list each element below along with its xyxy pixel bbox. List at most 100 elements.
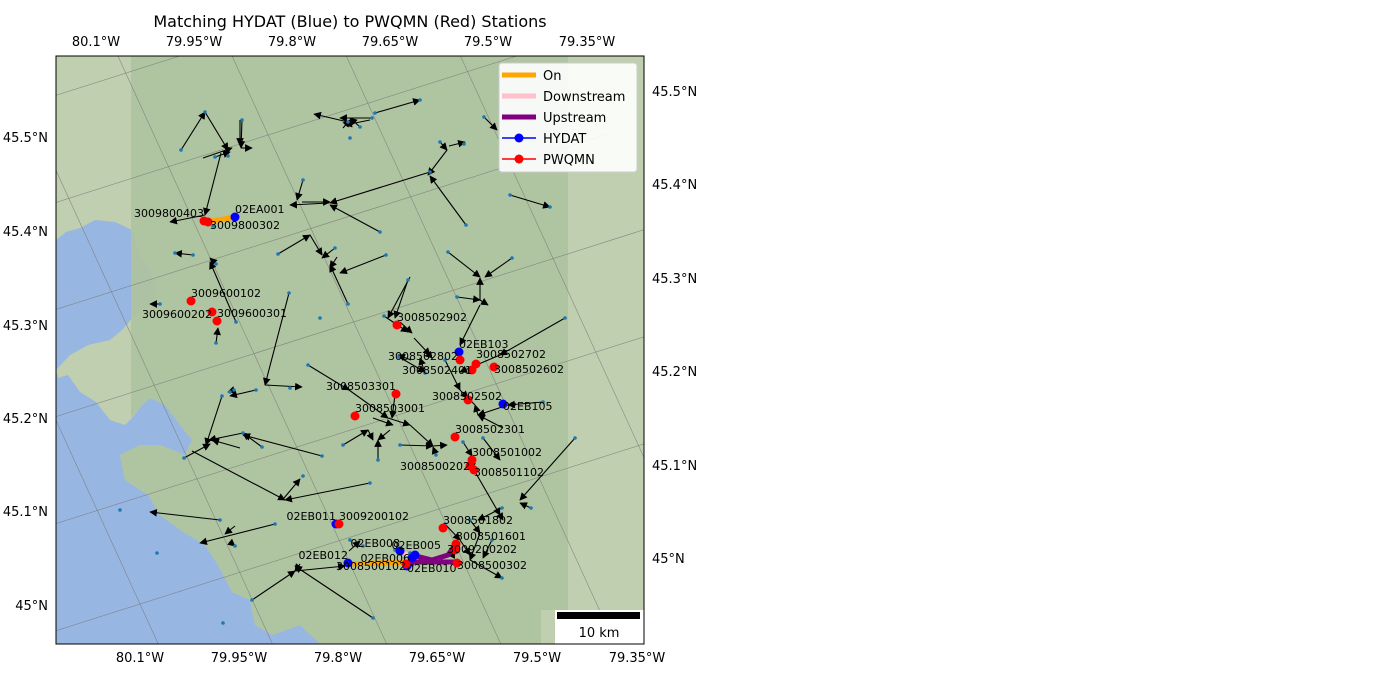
- pwqmn-station-label: 3008501002: [472, 446, 542, 459]
- hydat-station-label: 02EB103: [459, 338, 509, 351]
- flow-edge: [484, 257, 513, 278]
- pwqmn-station-label: 3008502902: [397, 311, 467, 324]
- flow-edge: [263, 292, 290, 386]
- network-node: [220, 394, 224, 398]
- network-node: [563, 316, 567, 320]
- network-node: [461, 440, 465, 444]
- lake: [56, 262, 70, 292]
- hydat-station-marker: [343, 558, 353, 568]
- pwqmn-station-marker: [212, 316, 222, 326]
- network-node: [376, 458, 380, 462]
- bottom-longitude-tick: 79.35°W: [609, 651, 666, 666]
- network-node: [214, 341, 218, 345]
- basin-area: [120, 56, 568, 644]
- left-latitude-tick: 45°N: [15, 599, 48, 614]
- flow-edge: [444, 359, 461, 391]
- flow-edge: [183, 443, 211, 459]
- top-longitude-tick: 79.95°W: [166, 35, 223, 50]
- pwqmn-station-label: 3008502502: [432, 390, 502, 403]
- flow-edge: [507, 400, 544, 409]
- network-node: [232, 388, 236, 392]
- pwqmn-station-label: 3008501102: [474, 466, 544, 479]
- right-latitude-tick: 45.4°N: [652, 178, 697, 193]
- flow-edge: [496, 512, 504, 521]
- legend-label: Downstream: [543, 90, 625, 105]
- network-node: [573, 436, 577, 440]
- parallel-line: [56, 336, 644, 524]
- flow-edge: [482, 437, 501, 461]
- top-longitude-tick: 79.65°W: [362, 35, 419, 50]
- flow-edge: [462, 441, 473, 457]
- flow-edge: [264, 382, 303, 391]
- network-node: [406, 278, 410, 282]
- meridian-line: [56, 169, 273, 644]
- pwqmn-station-marker: [203, 217, 213, 227]
- flow-edge: [432, 441, 448, 450]
- pwqmn-station-marker: [350, 411, 360, 421]
- network-node: [481, 436, 485, 440]
- network-node: [397, 355, 401, 359]
- right-latitude-tick: 45.3°N: [652, 272, 697, 287]
- flow-edge: [202, 146, 233, 159]
- network-node: [318, 316, 322, 320]
- flow-edge: [191, 450, 286, 501]
- pwqmn-station-label: 3008503301: [326, 380, 396, 393]
- flow-edge: [374, 98, 421, 114]
- network-node: [455, 295, 459, 299]
- pwqmn-station-label: 3008502802: [388, 350, 458, 363]
- network-node: [548, 205, 552, 209]
- network-node: [260, 445, 264, 449]
- left-latitude-tick: 45.3°N: [3, 319, 48, 334]
- flow-edge: [519, 437, 576, 501]
- legend-box: [498, 62, 638, 173]
- parallel-line: [56, 229, 644, 417]
- hydat-station-label: 02EB012: [299, 549, 349, 562]
- pwqmn-station-label: 3008500302: [457, 559, 527, 572]
- parallel-line: [56, 56, 518, 203]
- pwqmn-station-label: 3009600301: [217, 307, 287, 320]
- pwqmn-station-marker: [438, 523, 448, 533]
- pwqmn-station-label: 3008502401: [402, 364, 472, 377]
- network-node: [398, 443, 402, 447]
- hydat-station-marker: [395, 546, 405, 556]
- top-longitude-tick: 79.35°W: [559, 35, 616, 50]
- flow-edge: [180, 111, 206, 151]
- hydat-station-label: 02EB010: [407, 562, 457, 575]
- flow-edge: [459, 304, 481, 346]
- network-node: [438, 140, 442, 144]
- pwqmn-station-label: 3009600102: [191, 287, 261, 300]
- network-node: [541, 400, 545, 404]
- network-nodes: [118, 98, 577, 625]
- legend-label: Upstream: [543, 111, 606, 126]
- network-node: [423, 371, 427, 375]
- flow-edge: [209, 261, 237, 323]
- pwqmn-station-marker: [186, 296, 196, 306]
- network-node: [240, 118, 244, 122]
- flow-edge: [509, 194, 551, 209]
- flow-edge: [242, 433, 323, 457]
- flow-edge: [307, 364, 350, 391]
- flow-edge: [477, 414, 504, 429]
- network-node: [508, 193, 512, 197]
- network-node: [348, 136, 352, 140]
- flow-edge: [342, 429, 369, 446]
- flow-edge: [344, 119, 371, 128]
- pwqmn-station-label: 3008502301: [455, 423, 525, 436]
- flow-edge: [169, 214, 206, 225]
- network-node: [179, 148, 183, 152]
- flow-edge: [204, 111, 229, 151]
- plot-frame: [55, 55, 645, 645]
- flow-edge: [366, 429, 374, 441]
- pwqmn-station-label: 3008500102: [336, 560, 406, 573]
- left-latitude-tick: 45.1°N: [3, 505, 48, 520]
- flow-edge: [372, 417, 394, 427]
- network-node: [241, 431, 245, 435]
- legend-marker-swatch: [514, 133, 524, 143]
- hydat-station-marker: [454, 347, 464, 357]
- flow-edge: [399, 321, 413, 334]
- flow-edge: [199, 523, 276, 546]
- network-node: [182, 456, 186, 460]
- legend: On Downstream Upstream HYDAT PWQMN: [498, 62, 638, 173]
- pwqmn-station-marker: [450, 545, 460, 555]
